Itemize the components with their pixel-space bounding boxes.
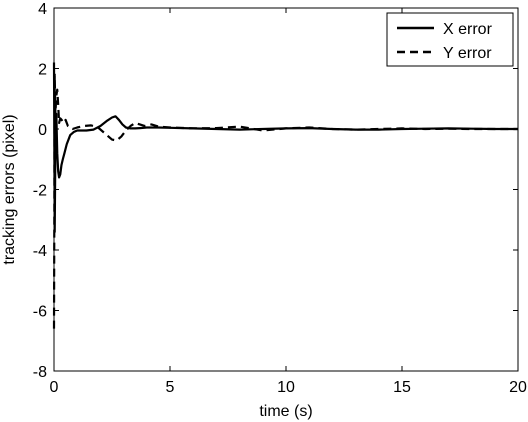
x-tick-label: 5 <box>166 379 175 396</box>
y-tick-label: 4 <box>38 1 47 18</box>
x-tick-label: 0 <box>50 379 59 396</box>
y-tick-label: 2 <box>38 62 47 79</box>
y-tick-label: -6 <box>33 304 47 321</box>
series-line-y-error <box>52 73 518 329</box>
legend-box <box>386 12 514 67</box>
x-tick-label: 15 <box>393 379 411 396</box>
legend-label-y-error: Y error <box>443 45 492 62</box>
y-tick-label: -2 <box>33 183 47 200</box>
legend-label-x-error: X error <box>443 21 493 38</box>
x-axis-label: time (s) <box>259 403 312 420</box>
y-tick-label: -4 <box>33 243 47 260</box>
tick-labels: 0 5 10 15 20 -8 -6 -4 -2 0 2 4 <box>33 1 527 396</box>
legend: X error Y error <box>386 12 514 67</box>
series-lines <box>52 62 518 329</box>
y-tick-label: 0 <box>38 122 47 139</box>
x-tick-label: 10 <box>277 379 295 396</box>
y-tick-label: -8 <box>33 364 47 381</box>
y-axis-label: tracking errors (pixel) <box>1 114 18 264</box>
plot-area <box>53 7 519 372</box>
series-line-x-error <box>52 62 518 233</box>
x-tick-label: 20 <box>509 379 527 396</box>
